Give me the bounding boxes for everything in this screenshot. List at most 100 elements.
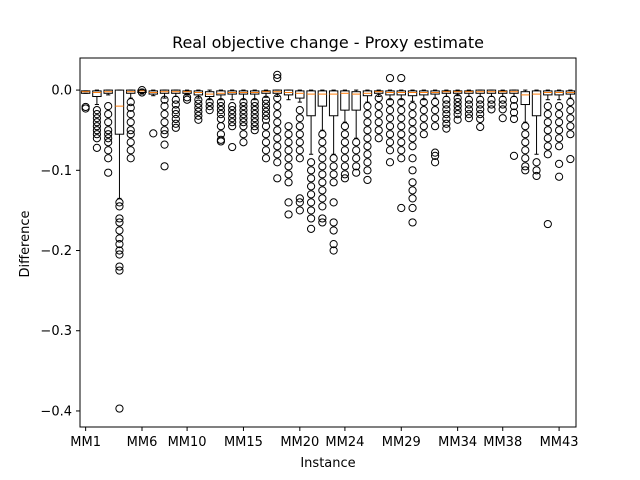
box-group-16 — [250, 89, 260, 135]
outlier-point — [228, 142, 237, 152]
outlier-point — [397, 106, 406, 115]
outlier-point — [273, 94, 282, 103]
outlier-point — [194, 115, 203, 124]
outlier-point — [228, 110, 237, 119]
outlier-point — [442, 105, 451, 114]
outlier-point — [442, 100, 451, 109]
box-group-8 — [159, 89, 170, 171]
outlier-point — [228, 122, 237, 131]
box-group-2 — [92, 89, 102, 152]
outlier-point — [115, 240, 124, 249]
outlier-point — [532, 166, 541, 175]
outlier-point — [464, 100, 474, 109]
outlier-point — [408, 126, 417, 135]
y-tick-label: −0.4 — [40, 404, 72, 419]
outlier-point — [509, 95, 519, 104]
outlier-point — [239, 138, 248, 147]
outlier-point — [182, 93, 192, 102]
outlier-point — [442, 124, 451, 133]
outlier-point — [521, 146, 530, 155]
outlier-point — [295, 198, 304, 207]
outlier-point — [509, 108, 519, 117]
outlier-point — [340, 130, 350, 139]
outlier-point — [363, 102, 372, 111]
outlier-point — [126, 138, 135, 147]
outlier-point — [92, 130, 102, 139]
box-group-19 — [283, 89, 294, 219]
outlier-point — [194, 107, 203, 116]
box-group-7 — [148, 89, 158, 138]
outlier-point — [126, 130, 135, 139]
outlier-point — [430, 114, 440, 123]
outlier-point — [329, 178, 338, 187]
y-tick-label: −0.3 — [40, 324, 72, 339]
x-tick-label: MM6 — [127, 435, 158, 450]
outlier-point — [115, 214, 124, 223]
outlier-point — [554, 118, 564, 127]
outlier-point — [498, 100, 507, 109]
outlier-point — [340, 174, 350, 183]
outlier-point — [160, 162, 169, 171]
outlier-point — [205, 98, 214, 107]
outlier-point — [284, 162, 293, 171]
outlier-point — [487, 95, 496, 104]
outlier-point — [250, 122, 259, 131]
outlier-point — [273, 142, 282, 151]
outlier-point — [250, 126, 259, 135]
box-body — [295, 90, 305, 99]
outlier-point — [261, 130, 271, 139]
outlier-point — [318, 138, 327, 147]
outlier-point — [363, 166, 372, 175]
outlier-point — [250, 98, 259, 107]
box-group-17 — [261, 89, 271, 163]
axes: 0.0 −0.1 −0.2 −0.3 −0.4 MM1 MM6 MM10 MM15 MM20 MM2… — [40, 57, 579, 450]
box-group-32 — [430, 89, 440, 167]
outlier-point — [115, 250, 124, 259]
outlier-point — [397, 114, 406, 123]
outlier-point — [374, 102, 383, 111]
chart-title: Real objective change - Proxy estimate — [172, 33, 484, 52]
outlier-point — [408, 110, 417, 119]
outlier-point — [250, 106, 259, 115]
outlier-point — [554, 134, 564, 143]
box-group-10 — [182, 89, 192, 104]
outlier-point — [149, 129, 158, 138]
outlier-point — [104, 102, 113, 111]
outlier-point — [318, 146, 327, 155]
box-body — [317, 90, 328, 107]
outlier-point — [239, 102, 248, 111]
outlier-point — [385, 114, 395, 123]
outlier-point — [419, 114, 428, 123]
outlier-point — [104, 154, 113, 163]
outlier-point — [476, 105, 485, 114]
outlier-point — [92, 110, 102, 119]
outlier-point — [228, 118, 237, 127]
outlier-point — [216, 98, 226, 107]
outlier-point — [137, 88, 147, 97]
outlier-point — [115, 266, 124, 275]
outlier-point — [408, 142, 417, 151]
outlier-point — [306, 158, 316, 167]
box-group-12 — [204, 89, 215, 115]
box-group-37 — [486, 89, 497, 114]
outlier-point — [543, 118, 552, 127]
outlier-point — [295, 114, 304, 123]
box-group-34 — [452, 89, 463, 124]
x-tick-label: MM29 — [382, 435, 421, 450]
outlier-point — [284, 138, 293, 147]
outlier-point — [408, 118, 417, 127]
outlier-point — [543, 150, 552, 159]
outlier-point — [92, 122, 102, 131]
outlier-point — [171, 95, 180, 104]
outlier-point — [318, 214, 327, 223]
outlier-point — [171, 110, 180, 119]
outlier-point — [554, 126, 564, 135]
outlier-point — [160, 130, 169, 139]
outlier-point — [419, 106, 428, 115]
outlier-point — [453, 98, 462, 107]
outlier-point — [92, 106, 102, 115]
outlier-point — [408, 154, 417, 163]
outlier-point — [566, 98, 575, 107]
outlier-point — [115, 202, 124, 211]
outlier-point — [126, 103, 135, 112]
